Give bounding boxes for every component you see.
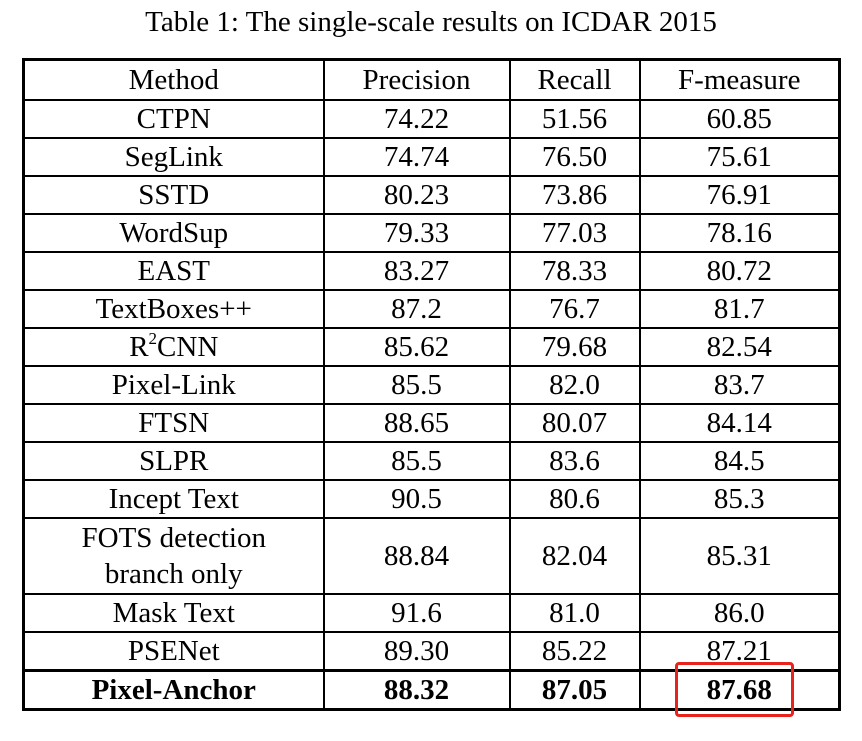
method-cell: Pixel-Link: [22, 365, 325, 405]
f-measure-cell: 85.31: [638, 517, 841, 595]
method-cell: FTSN: [22, 403, 325, 443]
method-cell: SSTD: [22, 175, 325, 215]
method-cell: CTPN: [22, 99, 325, 139]
recall-cell: 80.6: [508, 479, 641, 519]
header-recall: Recall: [508, 58, 641, 101]
f-measure-cell: 81.7: [638, 289, 841, 329]
table-row: EAST 83.27 78.33 80.72: [22, 251, 841, 291]
f-measure-cell: 82.54: [638, 327, 841, 367]
method-cell: WordSup: [22, 213, 325, 253]
table-row: FTSN 88.65 80.07 84.14: [22, 403, 841, 443]
recall-cell: 79.68: [508, 327, 641, 367]
precision-cell: 91.6: [322, 593, 511, 633]
recall-cell: 85.22: [508, 631, 641, 672]
method-line-1: FOTS detection: [81, 522, 266, 554]
f-measure-cell: 80.72: [638, 251, 841, 291]
precision-cell: 79.33: [322, 213, 511, 253]
table-row: Pixel-Link 85.5 82.0 83.7: [22, 365, 841, 405]
recall-cell: 76.50: [508, 137, 641, 177]
precision-cell: 74.22: [322, 99, 511, 139]
method-cell: FOTS detection branch only: [22, 517, 325, 595]
f-measure-cell: 85.3: [638, 479, 841, 519]
recall-cell: 51.56: [508, 99, 641, 139]
recall-cell: 87.05: [508, 669, 641, 711]
f-measure-cell: 87.68: [638, 662, 841, 717]
f-measure-cell: 78.16: [638, 213, 841, 253]
table-caption: Table 1: The single-scale results on ICD…: [145, 6, 717, 38]
f-measure-cell: 86.0: [638, 593, 841, 633]
method-cell: TextBoxes++: [22, 289, 325, 329]
header-f-measure: F-measure: [638, 58, 841, 101]
results-table: Method Precision Recall F-measure CTPN 7…: [22, 58, 841, 717]
method-cell: SLPR: [22, 441, 325, 481]
method-rest: CNN: [157, 331, 219, 363]
precision-cell: 88.84: [322, 517, 511, 595]
header-method: Method: [22, 58, 325, 101]
method-cell: SegLink: [22, 137, 325, 177]
precision-cell: 80.23: [322, 175, 511, 215]
f-measure-cell: 84.5: [638, 441, 841, 481]
table-row: PSENet 89.30 85.22 87.21: [22, 631, 841, 672]
recall-cell: 82.04: [508, 517, 641, 595]
precision-cell: 87.2: [322, 289, 511, 329]
table-row: SLPR 85.5 83.6 84.5: [22, 441, 841, 481]
table-row: TextBoxes++ 87.2 76.7 81.7: [22, 289, 841, 329]
method-base: R: [129, 331, 149, 363]
precision-cell: 85.5: [322, 365, 511, 405]
best-f-measure: 87.68: [706, 674, 772, 706]
method-cell: PSENet: [22, 631, 325, 672]
recall-cell: 78.33: [508, 251, 641, 291]
f-measure-cell: 75.61: [638, 137, 841, 177]
method-cell: Incept Text: [22, 479, 325, 519]
table-row-proposed: Pixel-Anchor 88.32 87.05 87.68: [22, 662, 841, 717]
precision-cell: 88.32: [322, 669, 511, 711]
recall-cell: 82.0: [508, 365, 641, 405]
precision-cell: 85.62: [322, 327, 511, 367]
recall-cell: 83.6: [508, 441, 641, 481]
recall-cell: 76.7: [508, 289, 641, 329]
f-measure-cell: 84.14: [638, 403, 841, 443]
table-row: FOTS detection branch only 88.84 82.04 85…: [22, 517, 841, 595]
f-measure-cell: 76.91: [638, 175, 841, 215]
precision-cell: 90.5: [322, 479, 511, 519]
table-row: R2CNN 85.62 79.68 82.54: [22, 327, 841, 367]
recall-cell: 81.0: [508, 593, 641, 633]
precision-cell: 88.65: [322, 403, 511, 443]
method-cell: Mask Text: [22, 593, 325, 633]
table-row: Mask Text 91.6 81.0 86.0: [22, 593, 841, 633]
table-row: WordSup 79.33 77.03 78.16: [22, 213, 841, 253]
f-measure-cell: 87.21: [638, 631, 841, 672]
method-line-2: branch only: [104, 558, 243, 590]
header-precision: Precision: [322, 58, 511, 101]
f-measure-cell: 83.7: [638, 365, 841, 405]
precision-cell: 83.27: [322, 251, 511, 291]
recall-cell: 80.07: [508, 403, 641, 443]
method-superscript: 2: [148, 329, 158, 348]
method-cell: EAST: [22, 251, 325, 291]
method-cell: Pixel-Anchor: [22, 669, 325, 711]
table-header-row: Method Precision Recall F-measure: [22, 58, 841, 101]
f-measure-cell: 60.85: [638, 99, 841, 139]
highlighted-value: 87.68: [674, 662, 794, 717]
recall-cell: 77.03: [508, 213, 641, 253]
precision-cell: 89.30: [322, 631, 511, 672]
table-row: Incept Text 90.5 80.6 85.3: [22, 479, 841, 519]
table-row: SSTD 80.23 73.86 76.91: [22, 175, 841, 215]
table-row: SegLink 74.74 76.50 75.61: [22, 137, 841, 177]
table-row: CTPN 74.22 51.56 60.85: [22, 99, 841, 139]
precision-cell: 74.74: [322, 137, 511, 177]
precision-cell: 85.5: [322, 441, 511, 481]
recall-cell: 73.86: [508, 175, 641, 215]
method-cell: R2CNN: [22, 327, 325, 367]
